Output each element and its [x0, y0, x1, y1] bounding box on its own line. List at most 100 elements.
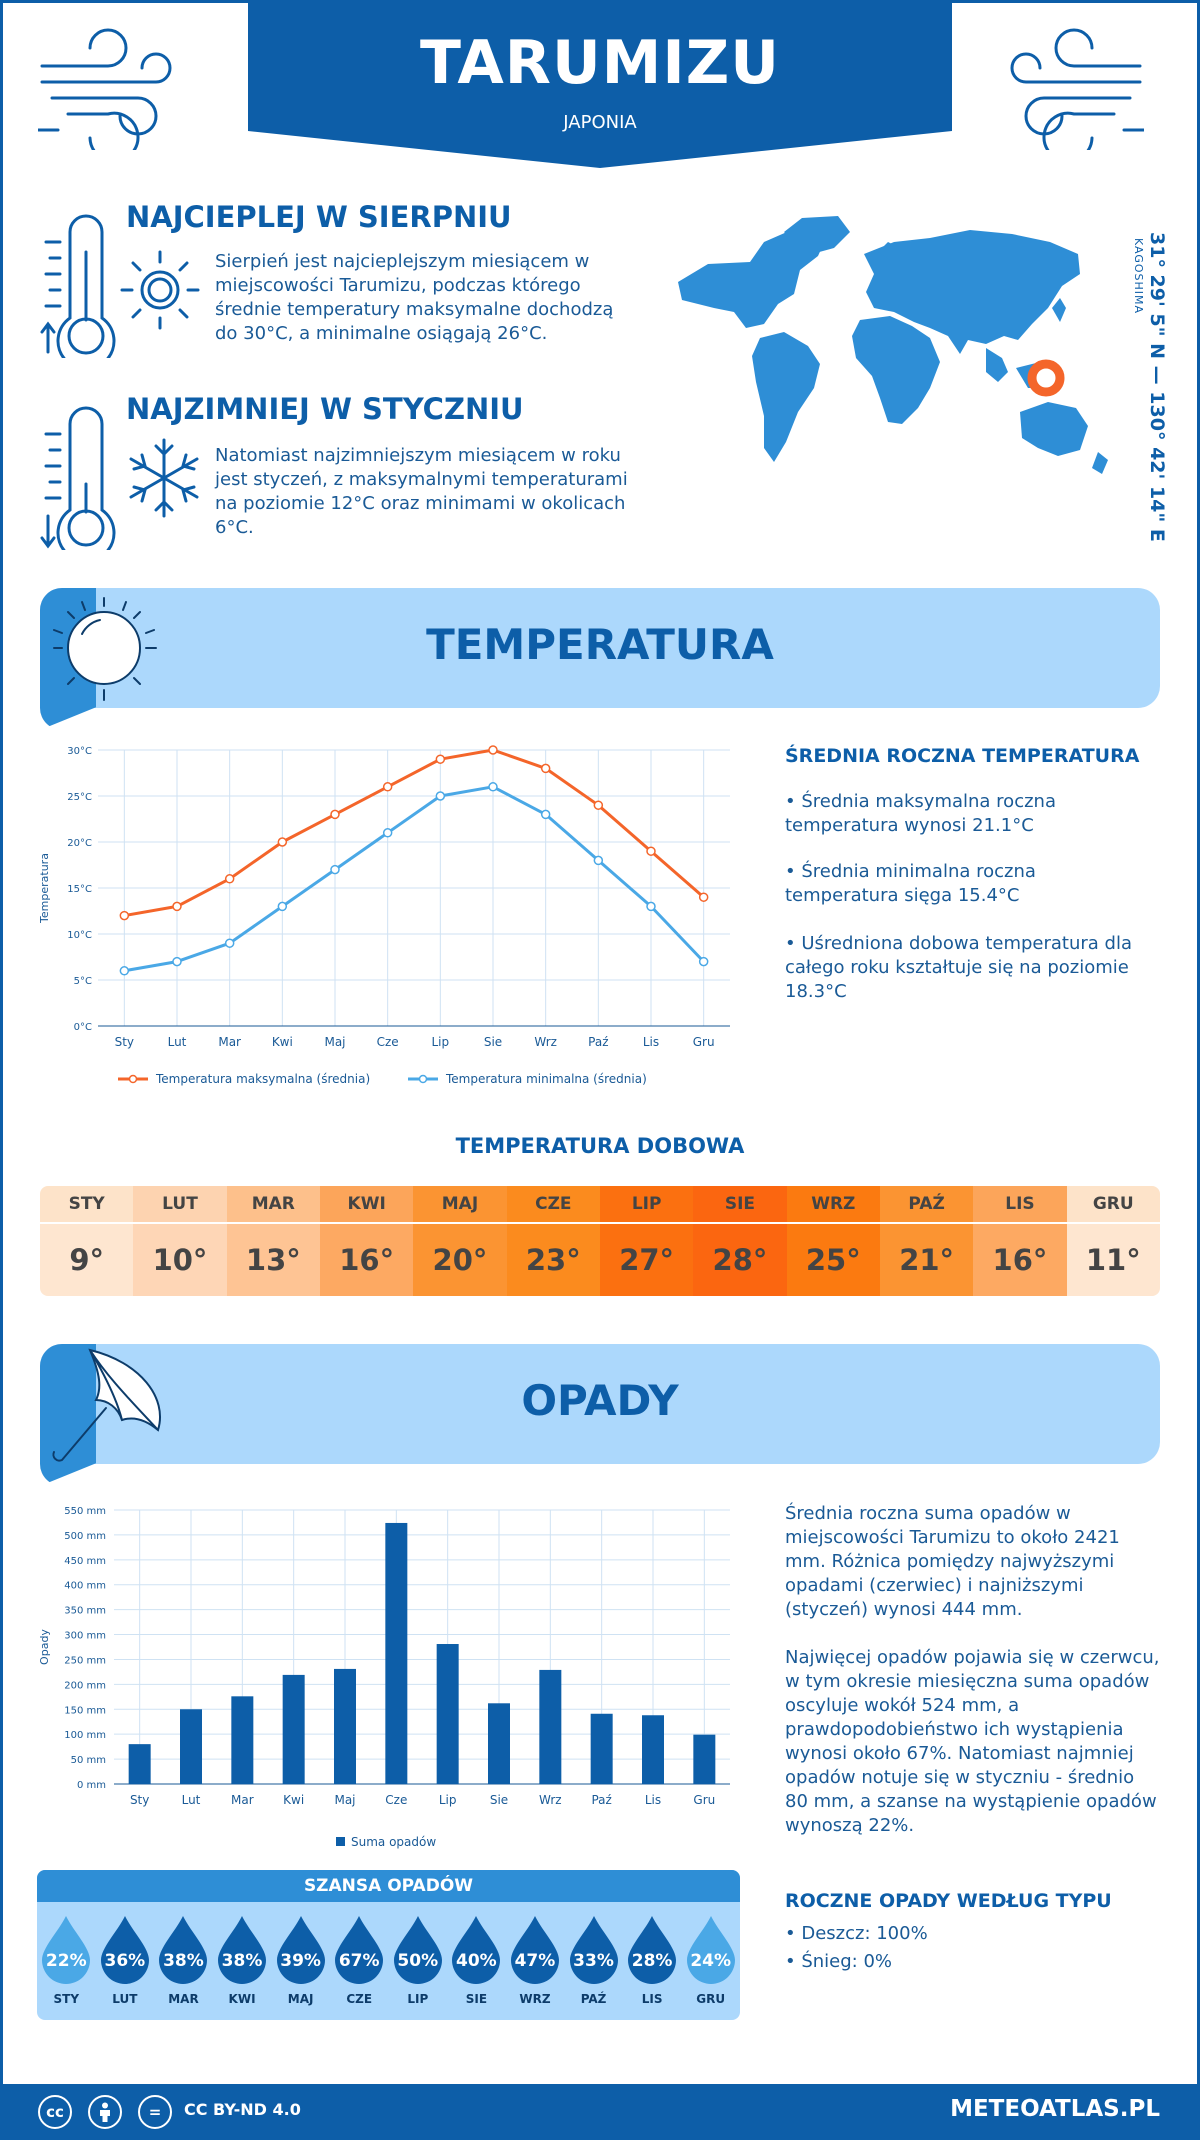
- data-point: [330, 809, 340, 820]
- coldest-text: Natomiast najzimniejszym miesiącem w rok…: [215, 445, 628, 538]
- x-tick-label: Wrz: [534, 1035, 557, 1049]
- x-tick-label: Kwi: [283, 1793, 304, 1807]
- attribution-icon: [88, 2095, 122, 2129]
- rain-chance-value: 38%: [163, 1951, 204, 1971]
- rain-chance-value: 50%: [397, 1951, 439, 1971]
- rain-chance-month: WRZ: [519, 1992, 551, 2006]
- y-tick-label: 50 mm: [71, 1755, 106, 1766]
- raindrop-icon: 38%: [216, 1914, 268, 1984]
- rain-chance-item: 22% STY: [38, 1914, 94, 2006]
- data-point: [224, 874, 235, 884]
- raindrop-icon: 50%: [392, 1914, 444, 1984]
- daily-temp-value: 23°: [506, 1224, 600, 1296]
- raindrop-icon: 39%: [275, 1914, 327, 1984]
- legend-marker: [418, 1074, 428, 1084]
- raindrop-icon: 40%: [450, 1914, 502, 1984]
- rain-chance-month: KWI: [228, 1992, 256, 2006]
- rain-chance-value: 38%: [221, 1951, 263, 1971]
- daily-temp-value: 28°: [693, 1224, 787, 1296]
- y-tick-label: 100 mm: [64, 1730, 106, 1741]
- precip-text-2: Najwięcej opadów pojawia się w czerwcu, …: [785, 1647, 1160, 1836]
- x-tick-label: Maj: [334, 1793, 355, 1807]
- data-point: [540, 763, 551, 774]
- annual-temp-title: ŚREDNIA ROCZNA TEMPERATURA: [785, 745, 1140, 767]
- y-tick-label: 25°C: [67, 792, 92, 803]
- daily-temp-column: MAR 13°: [226, 1186, 320, 1296]
- y-tick-label: 0°C: [74, 1022, 92, 1033]
- sun-icon: [120, 250, 200, 330]
- cc-icon: cc: [38, 2095, 72, 2129]
- rain-chance-item: 24% GRU: [683, 1914, 739, 2006]
- y-tick-label: 300 mm: [64, 1631, 106, 1642]
- coordinates: 31° 29' 5" N — 130° 42' 14" E: [1146, 232, 1168, 542]
- data-point: [172, 901, 182, 912]
- precip-bar: [539, 1669, 562, 1784]
- precip-text-1: Średnia roczna suma opadów w miejscowośc…: [785, 1503, 1120, 1620]
- daily-temp-month: LIS: [973, 1186, 1067, 1224]
- y-tick-label: 350 mm: [64, 1606, 106, 1617]
- y-tick-label: 450 mm: [64, 1556, 106, 1567]
- daily-temp-value: 11°: [1066, 1224, 1160, 1296]
- y-tick-label: 500 mm: [64, 1531, 106, 1542]
- data-point: [698, 892, 709, 902]
- data-point: [119, 966, 130, 976]
- data-point: [330, 864, 340, 875]
- raindrop-icon: 24%: [685, 1914, 737, 1984]
- x-tick-label: Lis: [643, 1035, 659, 1049]
- rain-chance-item: 38% KWI: [214, 1914, 270, 2006]
- rain-chance-value: 22%: [45, 1951, 87, 1971]
- data-point: [382, 782, 393, 792]
- y-tick-label: 20°C: [67, 838, 92, 849]
- x-tick-label: Sie: [484, 1035, 502, 1049]
- x-tick-label: Lip: [432, 1035, 450, 1049]
- location-marker: [1027, 359, 1065, 397]
- raindrop-icon: 38%: [157, 1914, 209, 1984]
- sun-large-icon: [53, 597, 157, 701]
- rain-chance-month: GRU: [696, 1992, 726, 2006]
- title-banner: [248, 0, 952, 168]
- data-point: [698, 956, 709, 967]
- umbrella-icon: [52, 1348, 161, 1462]
- rain-chance-month: LIP: [407, 1992, 429, 2006]
- city-name: TARUMIZU: [420, 28, 780, 98]
- daily-temp-month: LIP: [599, 1186, 694, 1224]
- rain-chance-item: 67% CZE: [331, 1914, 387, 2006]
- wind-icon-left: [38, 28, 172, 150]
- rain-chance-item: 38% MAR: [155, 1914, 211, 2006]
- data-point: [646, 901, 656, 912]
- y-tick-label: 400 mm: [64, 1581, 106, 1592]
- raindrop-icon: 22%: [40, 1914, 92, 1984]
- raindrop-icon: 47%: [509, 1914, 561, 1984]
- rain-chance-value: 40%: [456, 1951, 497, 1971]
- world-map: [678, 216, 1108, 474]
- daily-temp-value: 10°: [133, 1224, 227, 1296]
- precip-bar: [436, 1644, 459, 1784]
- annual-temp-bullet-2: • Średnia minimalna roczna temperatura s…: [785, 861, 1036, 906]
- rain-chance-value: 33%: [573, 1951, 614, 1971]
- daily-temp-month: KWI: [319, 1186, 414, 1224]
- x-tick-label: Paź: [591, 1793, 611, 1807]
- precip-section-title: OPADY: [521, 1376, 679, 1425]
- daily-temp-table: STY 9° LUT 10° MAR 13° KWI 16° MAJ 20° CZE 23° LIP 27…: [40, 1186, 1160, 1296]
- data-point: [488, 745, 498, 755]
- precip-bar: [180, 1709, 202, 1784]
- license-text: CC BY-ND 4.0: [184, 2100, 301, 2119]
- daily-temp-month: CZE: [506, 1186, 600, 1224]
- x-tick-label: Mar: [231, 1793, 254, 1807]
- rain-chance-month: MAR: [168, 1992, 199, 2006]
- site-link[interactable]: METEOATLAS.PL: [950, 2096, 1160, 2122]
- precip-bar: [488, 1703, 510, 1784]
- rain-chance-title: SZANSA OPADÓW: [37, 1870, 740, 1902]
- precipitation-bar-chart: 0 mm 50 mm 100 mm 150 mm 200 mm 250 mm 300 mm 3…: [38, 1506, 730, 1849]
- series-line: [124, 785, 705, 973]
- daily-temp-value: 27°: [599, 1224, 694, 1296]
- rain-chance-item: 36% LUT: [97, 1914, 153, 2006]
- rain-chance-value: 36%: [104, 1951, 146, 1971]
- precip-bar: [590, 1713, 613, 1784]
- daily-temp-value: 25°: [786, 1224, 880, 1296]
- rain-chance-item: 28% LIS: [624, 1914, 680, 2006]
- daily-temp-month: MAR: [226, 1186, 320, 1224]
- x-tick-label: Paź: [588, 1035, 608, 1049]
- precip-bar: [334, 1668, 356, 1784]
- data-point: [540, 809, 551, 820]
